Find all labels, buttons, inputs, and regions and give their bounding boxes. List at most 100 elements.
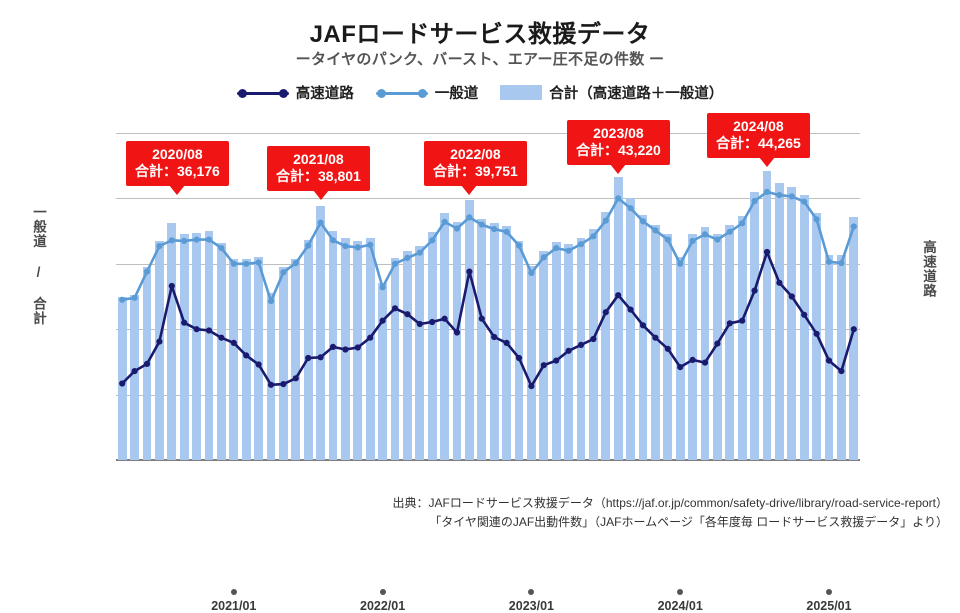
general-road-point	[168, 237, 175, 244]
general-road-point	[367, 241, 374, 248]
general-road-point	[763, 188, 771, 195]
general-road-point	[441, 218, 448, 225]
legend-label-highway: 高速道路	[295, 86, 354, 102]
general-road-point	[342, 243, 349, 250]
legend-line-general-icon	[375, 87, 428, 99]
bar-total	[712, 233, 722, 460]
x-axis-tick-marker	[379, 589, 386, 595]
general-road-point	[565, 247, 572, 254]
highway-point	[156, 338, 163, 345]
general-road-point	[726, 228, 733, 235]
highway-point	[193, 326, 200, 333]
highway-point	[131, 368, 138, 375]
bar-total	[130, 294, 140, 460]
gridline	[116, 263, 860, 265]
bar-total	[452, 221, 462, 460]
highway-point	[205, 327, 213, 334]
bar-total	[737, 216, 747, 460]
legend-item-highway[interactable]: 高速道路	[236, 82, 354, 103]
gridline	[116, 133, 860, 134]
x-axis-tick-label: 2024/01	[657, 599, 703, 613]
general-road-point	[218, 245, 225, 252]
bar-total	[601, 211, 611, 460]
bar-total	[688, 234, 698, 460]
bar-total	[799, 194, 809, 460]
annotation-callout: 2024/08 合計：44,265	[707, 113, 810, 168]
gridline	[116, 394, 860, 396]
annotation-callout: 2020/08 合計：36,176	[126, 141, 229, 196]
general-road-point	[714, 236, 721, 243]
general-road-point	[404, 254, 411, 261]
bar-total	[440, 212, 450, 460]
general-road-point	[627, 205, 634, 212]
x-axis-tick-marker	[528, 589, 535, 595]
bar-total	[762, 170, 772, 460]
highway-point	[503, 339, 510, 346]
general-road-point	[751, 197, 758, 205]
bar-total	[402, 251, 412, 460]
general-road-line	[120, 190, 856, 303]
bar-total	[154, 240, 164, 460]
highway-point	[565, 347, 572, 354]
bar-total	[192, 233, 202, 460]
highway-point	[267, 381, 275, 388]
bar-total	[613, 177, 623, 460]
x-axis-tick-label: 2021/01	[211, 599, 257, 613]
highway-point	[689, 356, 696, 363]
highway-point	[763, 248, 771, 256]
bar-total	[650, 225, 660, 460]
general-road-point	[466, 214, 473, 221]
highway-point	[367, 334, 374, 341]
general-road-point	[739, 220, 746, 227]
general-road-point	[305, 242, 312, 249]
bar-total	[390, 257, 400, 460]
bar-total	[836, 255, 846, 460]
general-road-point	[255, 259, 262, 266]
highway-point	[342, 346, 349, 353]
page-title: JAFロードサービス救援データ	[309, 21, 651, 48]
highway-point	[416, 320, 423, 328]
bar-total	[204, 231, 214, 460]
general-road-point	[553, 245, 560, 252]
bar-total	[489, 223, 499, 460]
highway-point	[825, 357, 833, 364]
general-road-point	[639, 218, 647, 225]
annotation-callout: 2023/08 合計：43,220	[567, 120, 670, 175]
general-road-point	[329, 237, 337, 244]
callout-date: 2022/08	[450, 146, 501, 162]
general-road-point	[292, 260, 299, 267]
highway-point	[143, 360, 151, 367]
highway-point	[726, 320, 733, 327]
legend-swatch-total-icon	[500, 85, 543, 100]
highway-point	[168, 282, 175, 290]
highway-point	[354, 344, 361, 351]
gridline	[116, 198, 860, 200]
highway-point	[639, 322, 647, 329]
highway-point	[230, 339, 237, 346]
line-series-layer	[119, 188, 857, 390]
general-road-point	[119, 296, 126, 303]
legend-item-general[interactable]: 一般道	[375, 82, 478, 103]
bar-total	[427, 232, 437, 460]
general-road-point	[664, 236, 671, 243]
highway-point	[305, 354, 312, 362]
highway-point	[404, 311, 411, 318]
general-road-point	[825, 258, 833, 265]
general-road-point	[429, 237, 436, 244]
general-road-point	[205, 236, 213, 243]
highway-point	[813, 330, 820, 337]
chart-legend: 高速道路 一般道 合計（高速道路＋一般道）	[0, 82, 960, 103]
bar-total	[303, 239, 313, 460]
general-road-point	[491, 226, 498, 233]
general-road-point	[478, 221, 485, 228]
highway-point	[119, 380, 126, 387]
y-axis-left-title: 一般道 / 合計	[31, 205, 46, 326]
highway-point	[751, 287, 758, 294]
general-road-point	[193, 236, 200, 243]
callout-total: 合計：36,176	[135, 163, 220, 180]
legend-item-total[interactable]: 合計（高速道路＋一般道）	[500, 82, 723, 103]
plot-area: 10,00020,00030,00040,00050,000 1,0002,00…	[116, 133, 860, 613]
callout-total: 合計：43,220	[576, 142, 661, 159]
highway-point	[615, 292, 622, 299]
general-road-point	[453, 225, 461, 232]
